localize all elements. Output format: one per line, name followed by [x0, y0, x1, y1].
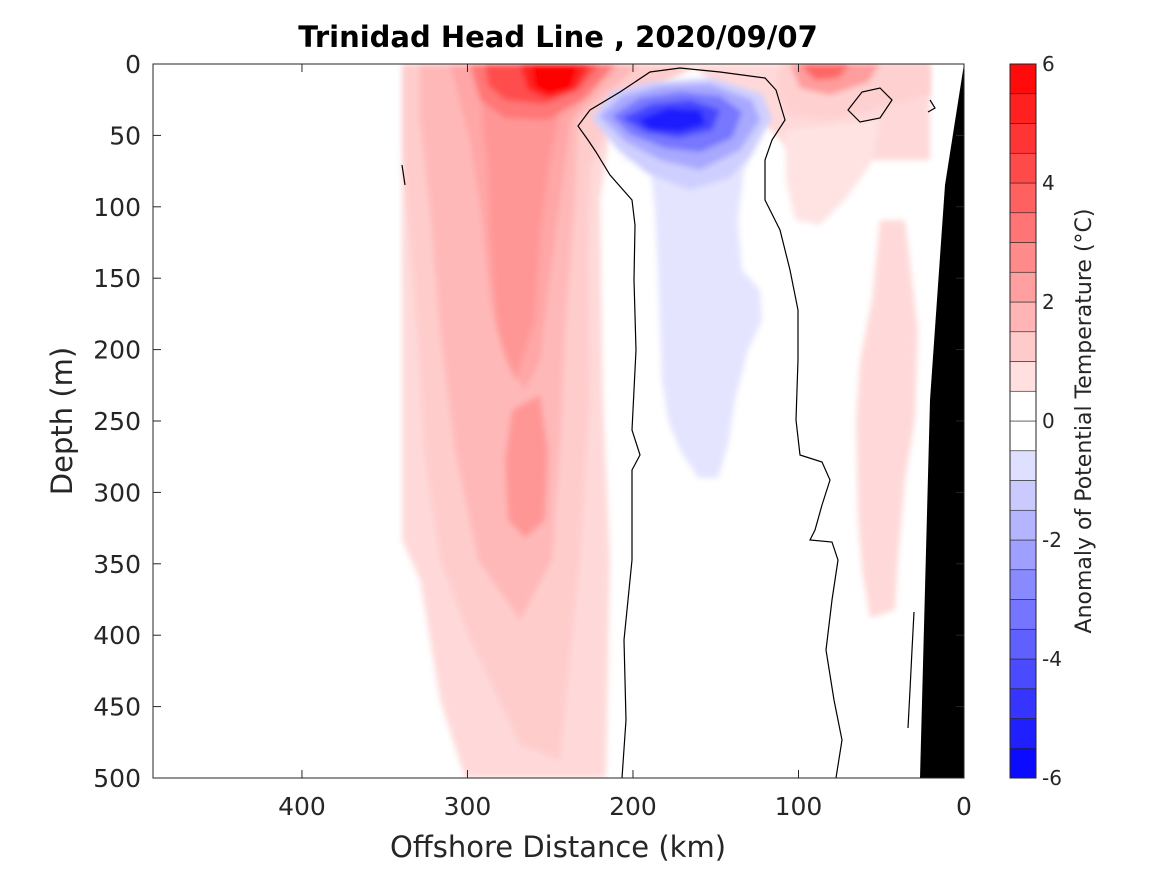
x-tick-label: 200	[609, 792, 657, 821]
colorbar-segment	[1009, 480, 1037, 511]
zero-contour-loop	[847, 87, 893, 123]
cold-anomaly	[592, 78, 872, 478]
zero-contour-small	[401, 164, 406, 186]
cold-core	[638, 108, 706, 132]
y-tick-label: 300	[93, 478, 141, 507]
y-axis-label: Depth (m)	[45, 347, 79, 495]
y-axis: 0 50 100 150 200 250 300 350 400 450 500	[93, 50, 964, 793]
zero-contour-main	[577, 67, 843, 778]
colorbar-tick-label: 4	[1042, 171, 1055, 195]
warm-band-2.5-lower	[505, 395, 548, 538]
nearshore-band-3	[800, 64, 850, 80]
colorbar-segment	[1009, 63, 1037, 95]
colorbar: -6 -4 -2 0 2 4 6	[1009, 52, 1062, 790]
colorbar-segment	[1009, 450, 1037, 481]
y-tick-label: 400	[93, 621, 141, 650]
y-tick-label: 250	[93, 407, 141, 436]
colorbar-frame	[1009, 63, 1037, 779]
y-tick-label: 200	[93, 336, 141, 365]
nearshore-mid-band	[785, 120, 880, 225]
colorbar-segment	[1009, 212, 1037, 243]
colorbar-segment	[1009, 242, 1037, 273]
colorbar-segment	[1009, 599, 1037, 630]
zero-contour-deep	[907, 611, 915, 729]
warm-band-2.5-upper	[482, 64, 600, 380]
colorbar-tick-label: -2	[1042, 528, 1062, 552]
colorbar-segment	[1009, 718, 1037, 749]
colorbar-tick-label: 6	[1042, 52, 1055, 76]
nearshore-warm-anomaly	[775, 64, 930, 618]
colorbar-segment	[1009, 569, 1037, 600]
y-tick-label: 450	[93, 693, 141, 722]
zero-contour-nearshore	[927, 99, 936, 113]
x-tick-label: 100	[775, 792, 823, 821]
x-tick-label: 300	[444, 792, 492, 821]
colorbar-segment	[1009, 658, 1037, 690]
nearshore-deep-band	[856, 220, 918, 618]
colorbar-segment	[1009, 688, 1037, 719]
anomaly-field	[401, 64, 936, 778]
x-tick-label: 0	[956, 792, 972, 821]
colorbar-tick-label: 0	[1042, 409, 1055, 433]
colorbar-segment	[1009, 390, 1037, 422]
colorbar-segment	[1009, 747, 1037, 779]
colorbar-segment	[1009, 123, 1037, 154]
cold-band-0.5	[618, 140, 762, 478]
colorbar-segment	[1009, 331, 1037, 362]
colorbar-tick-label: -4	[1042, 647, 1062, 671]
warm-offshore-anomaly	[402, 64, 930, 778]
colorbar-label: Anomaly of Potential Temperature (°C)	[1072, 209, 1097, 634]
y-tick-label: 100	[93, 193, 141, 222]
chart-title: Trinidad Head Line , 2020/09/07	[298, 20, 818, 54]
colorbar-segment	[1009, 93, 1037, 124]
y-tick-label: 500	[93, 764, 141, 793]
colorbar-tick-label: 2	[1042, 290, 1055, 314]
colorbar-segment	[1009, 271, 1037, 303]
colorbar-segment	[1009, 152, 1037, 184]
colorbar-segment	[1009, 628, 1037, 660]
y-tick-label: 50	[109, 121, 141, 150]
x-tick-label: 400	[278, 792, 326, 821]
colorbar-segment	[1009, 509, 1037, 541]
colorbar-segment	[1009, 182, 1037, 214]
x-axis-label: Offshore Distance (km)	[390, 830, 726, 864]
colorbar-segment	[1009, 361, 1037, 392]
zero-contours	[401, 67, 936, 778]
warm-core-6	[532, 66, 578, 94]
y-tick-label: 150	[93, 264, 141, 293]
colorbar-segment	[1009, 539, 1037, 571]
x-axis: 400 300 200 100 0	[278, 64, 972, 821]
colorbar-tick-label: -6	[1042, 766, 1062, 790]
colorbar-segment	[1009, 301, 1037, 333]
y-tick-label: 0	[125, 50, 141, 79]
bathymetry	[920, 64, 964, 778]
colorbar-segment	[1009, 420, 1037, 452]
y-tick-label: 350	[93, 550, 141, 579]
